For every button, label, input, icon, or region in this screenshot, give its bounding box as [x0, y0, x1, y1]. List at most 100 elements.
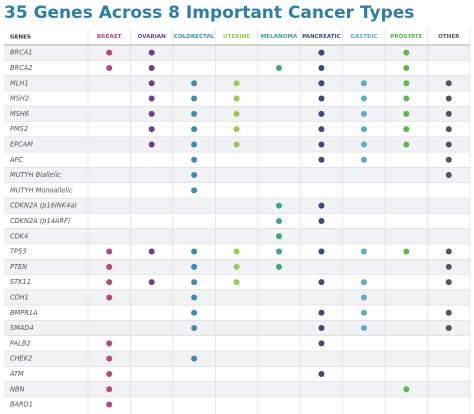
- table-row: [4, 366, 470, 382]
- association-dot: [148, 126, 155, 133]
- association-dot: [276, 263, 282, 270]
- gene-name: EPCAM: [10, 140, 33, 148]
- header-row: [4, 28, 470, 45]
- table-row: [4, 167, 470, 183]
- association-dot: [403, 141, 410, 148]
- association-dot: [233, 141, 240, 148]
- association-dot: [318, 279, 325, 286]
- gene-name: BRCA1: [10, 49, 32, 57]
- association-dot: [360, 110, 367, 117]
- association-dot: [191, 141, 198, 148]
- table-row: [4, 351, 470, 367]
- association-dot: [233, 110, 240, 117]
- gene-name: CHEK2: [10, 355, 32, 363]
- gene-name: PALB2: [10, 339, 31, 347]
- column-header: GASTRIC: [350, 34, 377, 40]
- association-dot: [445, 110, 452, 117]
- table-row: [4, 289, 470, 306]
- association-dot: [106, 340, 113, 347]
- association-dot: [360, 80, 367, 87]
- table-row: [4, 396, 470, 413]
- table-row: [4, 60, 470, 76]
- association-dot: [106, 401, 113, 408]
- association-dot: [445, 80, 452, 87]
- table-row: [4, 320, 470, 336]
- association-dot: [191, 355, 198, 362]
- association-dot: [148, 80, 155, 87]
- column-header: MELANOMA: [261, 34, 298, 40]
- gene-name: ATM: [9, 370, 24, 378]
- association-dot: [318, 156, 325, 163]
- association-dot: [191, 279, 198, 286]
- association-dot: [148, 279, 155, 286]
- table-row: [4, 45, 470, 61]
- table-row: [4, 182, 470, 198]
- gene-name: BARD1: [10, 401, 33, 409]
- table-row: [4, 213, 470, 229]
- table-row: [4, 152, 470, 168]
- gene-name: BRCA2: [10, 64, 32, 72]
- association-dot: [318, 248, 325, 255]
- association-dot: [318, 217, 325, 224]
- gene-name: TP53: [10, 248, 26, 256]
- association-dot: [403, 110, 410, 117]
- association-dot: [191, 80, 198, 87]
- association-dot: [276, 202, 282, 209]
- gene-header: GENES: [10, 35, 31, 41]
- association-dot: [403, 80, 410, 87]
- association-dot: [276, 248, 282, 255]
- column-header: UTERINE: [223, 34, 250, 40]
- association-dot: [191, 172, 198, 179]
- association-dot: [148, 95, 155, 102]
- association-dot: [106, 355, 113, 362]
- association-dot: [191, 325, 198, 332]
- association-dot: [233, 95, 240, 102]
- association-dot: [148, 248, 155, 255]
- association-dot: [360, 309, 367, 316]
- association-dot: [148, 141, 155, 148]
- association-dot: [403, 49, 410, 56]
- column-header: COLORECTAL: [174, 34, 215, 40]
- gene-name: CDKN2A (p14ARF): [10, 217, 70, 225]
- association-dot: [106, 49, 113, 56]
- association-dot: [233, 248, 240, 255]
- association-dot: [191, 294, 198, 301]
- association-dot: [233, 80, 240, 87]
- column-header: PANCREATIC: [302, 34, 341, 40]
- gene-name: SMAD4: [10, 324, 34, 332]
- association-dot: [445, 156, 452, 163]
- association-dot: [191, 95, 198, 102]
- association-dot: [445, 172, 452, 179]
- gene-name: CDH1: [10, 293, 29, 301]
- association-dot: [360, 156, 367, 163]
- association-dot: [191, 309, 198, 316]
- column-header: PROSTATE: [390, 34, 422, 40]
- table-row: [4, 381, 470, 397]
- association-dot: [318, 110, 325, 117]
- gene-name: APC: [9, 156, 23, 164]
- gene-name: PMS2: [10, 125, 28, 133]
- association-dot: [445, 325, 452, 332]
- association-dot: [318, 370, 325, 377]
- table-row: [4, 305, 470, 321]
- association-dot: [191, 263, 198, 270]
- association-dot: [106, 370, 113, 377]
- gene-name: MSH6: [10, 110, 29, 118]
- column-header: OVARIAN: [138, 34, 167, 40]
- association-dot: [191, 110, 198, 117]
- gene-name: CDK4: [10, 232, 28, 240]
- table-row: [4, 228, 470, 244]
- association-dot: [191, 126, 198, 133]
- association-dot: [233, 279, 240, 286]
- association-dot: [403, 95, 410, 102]
- association-dot: [191, 187, 198, 194]
- association-dot: [360, 325, 367, 332]
- association-dot: [191, 156, 198, 163]
- gene-name: MUTYH Monoallelic: [10, 186, 73, 194]
- association-dot: [148, 49, 155, 56]
- association-dot: [148, 110, 155, 117]
- association-dot: [445, 141, 452, 148]
- table-row: [4, 335, 470, 351]
- association-dot: [106, 263, 113, 270]
